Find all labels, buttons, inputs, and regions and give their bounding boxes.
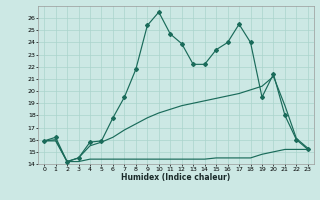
X-axis label: Humidex (Indice chaleur): Humidex (Indice chaleur): [121, 173, 231, 182]
